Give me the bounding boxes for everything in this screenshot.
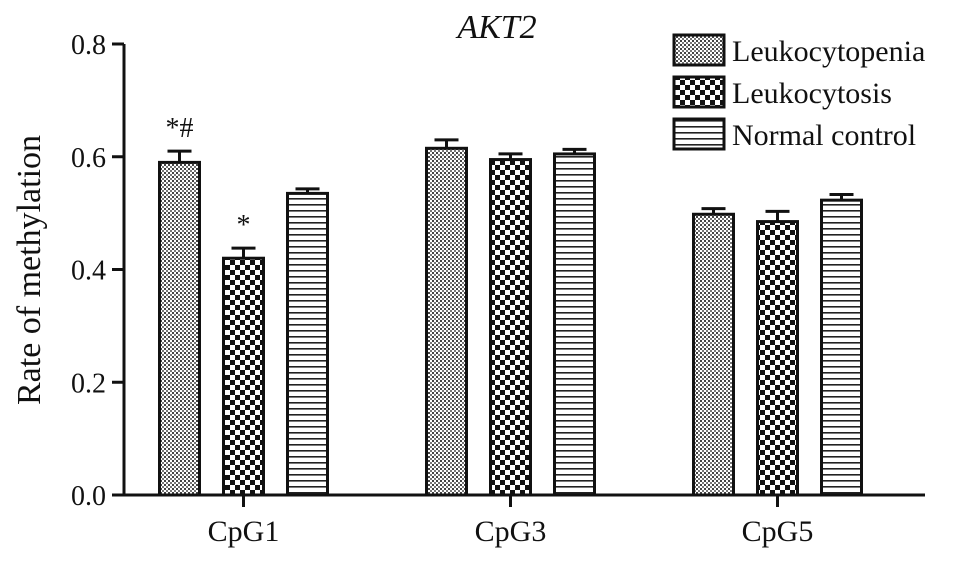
significance-annotation: * (237, 210, 251, 241)
legend: Leukocytopenia Leukocytosis Normal control (672, 33, 925, 152)
legend-swatch (672, 33, 726, 67)
legend-label: Leukocytosis (732, 77, 892, 110)
x-tick-label: CpG3 (475, 515, 547, 548)
legend-swatch (672, 75, 726, 109)
bar (286, 191, 329, 497)
bar (756, 220, 799, 497)
bar (820, 198, 863, 497)
y-tick-label: 0.6 (71, 143, 106, 174)
bar (553, 152, 596, 497)
legend-label: Normal control (732, 119, 916, 152)
y-tick-label: 0.8 (71, 30, 106, 61)
significance-annotation: *# (166, 113, 194, 144)
y-axis-label: Rate of methylation (11, 135, 48, 405)
legend-swatch (672, 117, 726, 151)
bar (425, 146, 468, 497)
bar (222, 256, 265, 497)
x-tick-label: CpG5 (742, 515, 814, 548)
y-tick-label: 0.4 (71, 256, 106, 287)
axes: 0.0 0.2 0.4 0.6 0.8 CpG1 CpG3 CpG5 (71, 30, 925, 548)
bars-group: *# * (158, 113, 863, 497)
y-tick-label: 0.2 (71, 368, 106, 399)
bar (489, 158, 532, 497)
chart-title: AKT2 (455, 9, 536, 46)
y-tick-label: 0.0 (71, 481, 106, 512)
x-tick-label: CpG1 (208, 515, 280, 548)
legend-label: Leukocytopenia (732, 35, 925, 68)
bar (158, 160, 201, 497)
bar (692, 212, 735, 497)
